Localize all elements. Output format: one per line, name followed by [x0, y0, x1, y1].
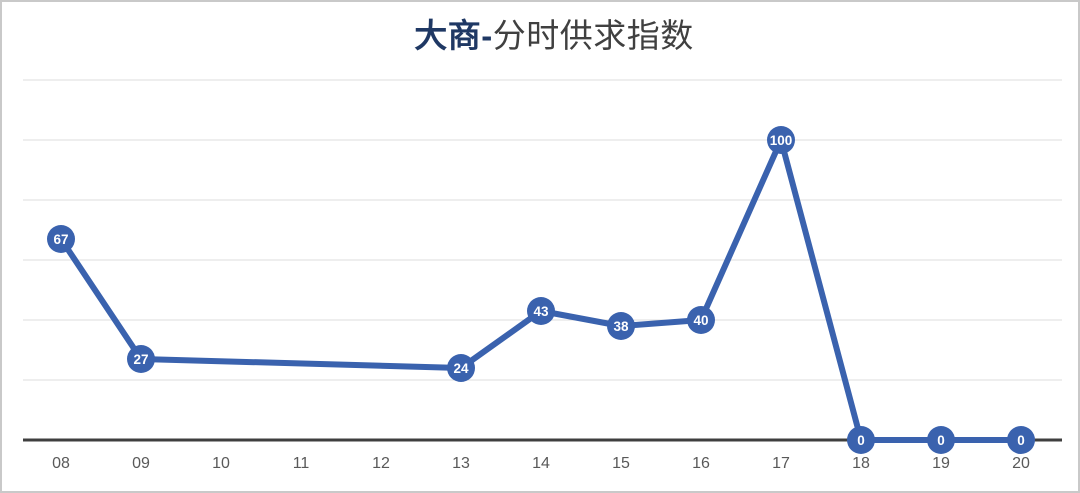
data-point-marker [687, 306, 715, 334]
chart-title: 大商-分时供求指数 [14, 14, 1080, 58]
data-point-label: 0 [937, 433, 945, 448]
data-point-label: 40 [693, 313, 708, 328]
data-point-marker [847, 426, 875, 454]
series-line [58, 137, 1024, 443]
data-point-marker [47, 225, 75, 253]
x-tick-label: 20 [1012, 455, 1030, 472]
data-point-label: 0 [857, 433, 865, 448]
data-point-label: 100 [770, 133, 793, 148]
data-point-marker [1007, 426, 1035, 454]
x-tick-label: 11 [293, 455, 310, 472]
data-point-marker [447, 354, 475, 382]
x-tick-label: 10 [212, 455, 230, 472]
data-point-label: 38 [613, 319, 629, 334]
x-tick-label: 09 [132, 455, 150, 472]
x-tick-label: 17 [772, 455, 790, 472]
x-tick-label: 18 [852, 455, 870, 472]
data-point-marker [607, 312, 635, 340]
chart-title-accent: 大商- [414, 17, 493, 54]
x-tick-label: 15 [612, 455, 630, 472]
data-point-marker [767, 126, 795, 154]
x-tick-label: 08 [52, 455, 70, 472]
x-tick-label: 12 [372, 455, 390, 472]
data-point-marker [527, 297, 555, 325]
chart-title-rest: 分时供求指数 [492, 17, 694, 54]
x-tick-label: 14 [532, 455, 550, 472]
data-point-label: 27 [133, 352, 148, 367]
data-point-marker [127, 345, 155, 373]
data-point-label: 24 [453, 361, 469, 376]
data-point-label: 0 [1017, 433, 1025, 448]
x-tick-label: 13 [452, 455, 470, 472]
data-point-label: 43 [533, 304, 549, 319]
x-tick-label: 19 [932, 455, 950, 472]
data-point-label: 67 [53, 232, 68, 247]
x-tick-label: 16 [692, 455, 710, 472]
data-point-marker [927, 426, 955, 454]
